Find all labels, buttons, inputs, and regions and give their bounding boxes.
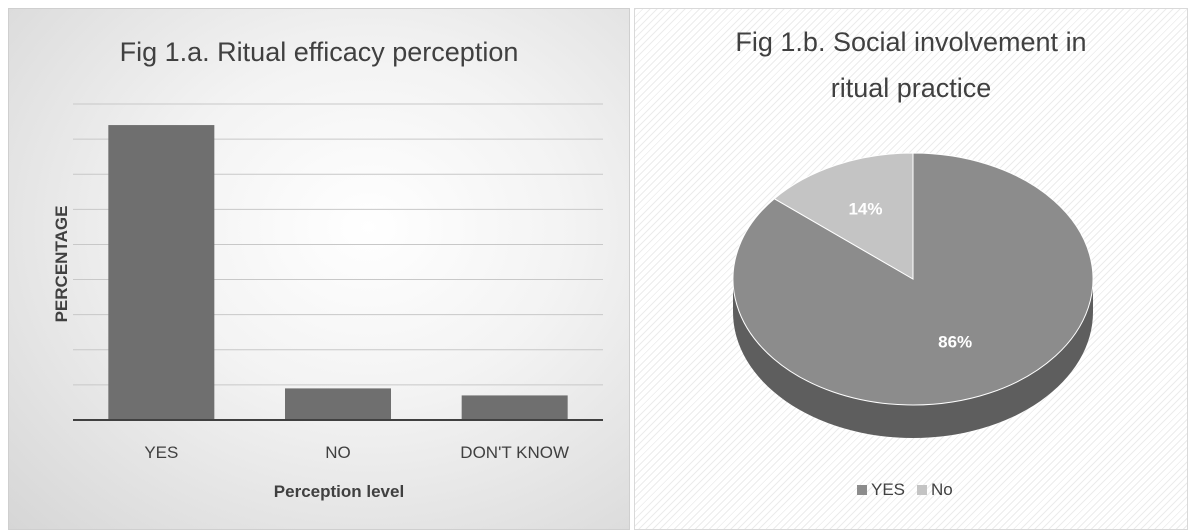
bars bbox=[108, 125, 568, 421]
legend-label-no: No bbox=[931, 480, 953, 499]
y-axis-label: PERCENTAGE bbox=[52, 206, 71, 323]
bar-chart-title: Fig 1.a. Ritual efficacy perception bbox=[120, 37, 519, 67]
legend: YES No bbox=[857, 480, 953, 499]
x-tick-label: YES bbox=[144, 443, 178, 462]
pie-data-labels: 86% 14% bbox=[848, 199, 972, 351]
pie-side-yes bbox=[733, 279, 1093, 438]
pie-slice-yes bbox=[732, 152, 1094, 406]
pie-chart-title-line-1: Fig 1.b. Social involvement in bbox=[735, 27, 1086, 57]
bar-no bbox=[285, 388, 391, 420]
pie-data-label-no: 14% bbox=[848, 199, 882, 218]
legend-label-yes: YES bbox=[871, 480, 905, 499]
x-tick-label: DON'T KNOW bbox=[460, 443, 569, 462]
bar-yes bbox=[108, 125, 215, 421]
x-tick-labels: YES NO DON'T KNOW bbox=[144, 443, 569, 462]
pie-chart-panel: Fig 1.b. Social involvement in ritual pr… bbox=[634, 8, 1188, 530]
legend-swatch-yes bbox=[857, 485, 867, 495]
bar-chart: Fig 1.a. Ritual efficacy perception YES N… bbox=[52, 37, 603, 501]
x-tick-label: NO bbox=[325, 443, 351, 462]
pie-chart-title-line-2: ritual practice bbox=[831, 73, 992, 103]
pie bbox=[732, 152, 1094, 438]
pie-chart: Fig 1.b. Social involvement in ritual pr… bbox=[732, 27, 1094, 499]
pie-slice-no bbox=[773, 152, 914, 280]
legend-swatch-no bbox=[917, 485, 927, 495]
x-axis-label: Perception level bbox=[274, 482, 404, 501]
pie-data-label-yes: 86% bbox=[938, 333, 972, 352]
bar-chart-panel: Fig 1.a. Ritual efficacy perception YES N… bbox=[8, 8, 630, 530]
bar-don-t-know bbox=[461, 395, 568, 420]
